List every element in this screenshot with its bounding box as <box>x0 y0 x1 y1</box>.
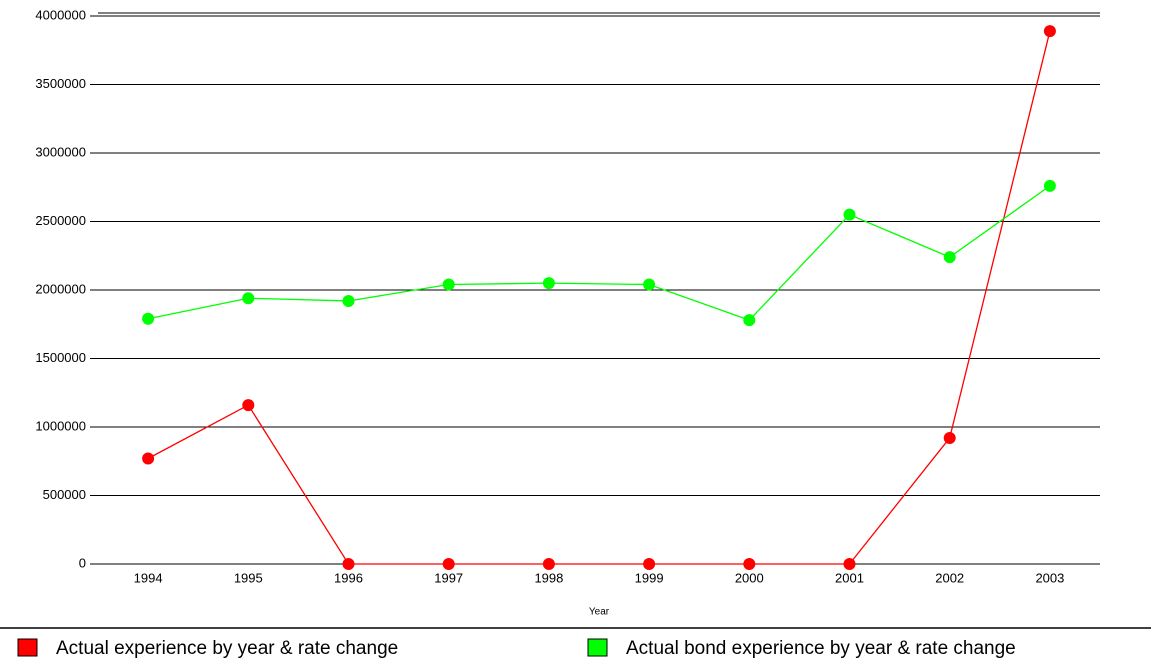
point <box>542 277 555 290</box>
x-tick-label: 1999 <box>635 570 664 585</box>
point <box>342 294 355 307</box>
point <box>743 314 756 327</box>
legend-swatch <box>17 638 38 657</box>
point <box>643 558 656 570</box>
y-tick-label: 2500000 <box>35 213 86 228</box>
x-tick-label: 2002 <box>935 570 964 585</box>
point <box>743 558 756 570</box>
x-tick-label: 2000 <box>735 570 764 585</box>
legend-label: Actual experience by year & rate change <box>56 638 398 659</box>
point <box>643 278 656 291</box>
x-tick-label: 1995 <box>234 570 263 585</box>
point <box>1043 179 1056 192</box>
point <box>943 431 956 444</box>
y-tick-label: 1500000 <box>35 350 86 365</box>
x-tick-label: 1997 <box>434 570 463 585</box>
x-tick-label: 1998 <box>534 570 563 585</box>
point <box>943 251 956 264</box>
legend-swatch <box>587 638 608 657</box>
point <box>843 208 856 221</box>
y-tick-label: 3000000 <box>35 144 86 159</box>
point <box>1043 25 1056 38</box>
point <box>142 312 155 325</box>
series-line <box>147 30 1051 565</box>
x-axis-label: Year <box>589 607 610 618</box>
point <box>142 452 155 465</box>
point <box>242 399 255 412</box>
x-tick-label: 2001 <box>835 570 864 585</box>
point <box>342 558 355 570</box>
x-tick-label: 1994 <box>134 570 163 585</box>
x-tick-label: 2003 <box>1035 570 1064 585</box>
series-line <box>147 185 1051 321</box>
point <box>442 558 455 570</box>
point <box>542 558 555 570</box>
y-tick-label: 500000 <box>43 487 86 502</box>
y-tick-label: 2000000 <box>35 281 86 296</box>
x-tick-label: 1996 <box>334 570 363 585</box>
y-tick-label: 1000000 <box>35 418 86 433</box>
y-tick-label: 3500000 <box>35 76 86 91</box>
y-tick-label: 0 <box>79 555 86 570</box>
y-tick-label: 4000000 <box>35 7 86 22</box>
legend-label: Actual bond experience by year & rate ch… <box>626 638 1016 659</box>
point <box>242 292 255 305</box>
point <box>843 558 856 570</box>
point <box>442 278 455 291</box>
